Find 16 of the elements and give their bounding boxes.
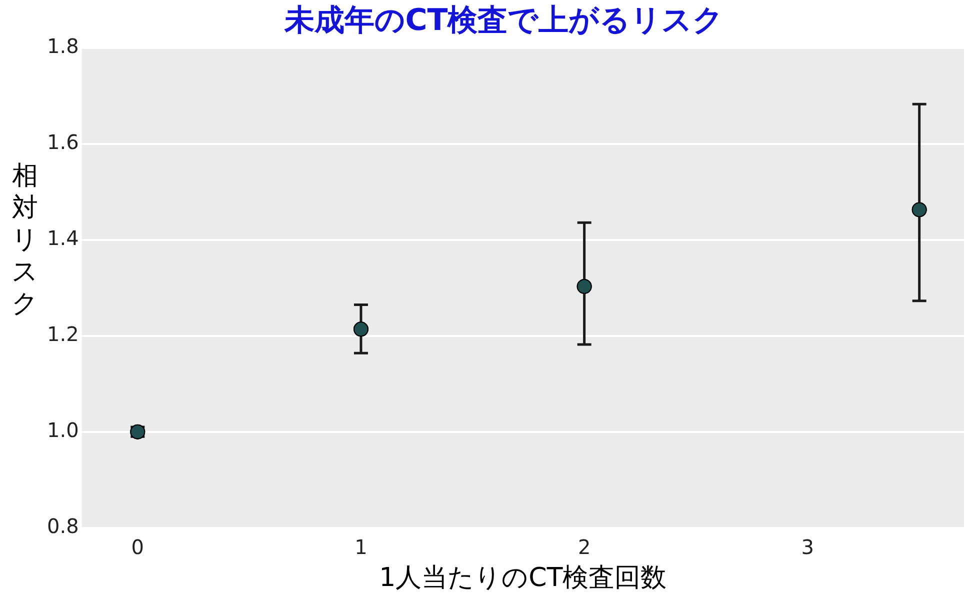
point <box>353 322 368 337</box>
y-tick-label: 1.8 <box>46 34 79 58</box>
x-tick-label: 0 <box>131 535 144 560</box>
point <box>912 202 927 218</box>
x-axis-title: 1人当たりのCT検査回数 <box>379 563 667 594</box>
y-tick-label: 1.4 <box>46 226 79 250</box>
chart-title: 未成年のCT検査で上がるリスク <box>283 2 724 38</box>
y-tick-label: 1.2 <box>46 322 79 346</box>
x-tick-label: 2 <box>578 535 591 560</box>
point <box>576 278 592 294</box>
y-tick-label: 1.0 <box>46 418 79 442</box>
x-tick-label: 1 <box>354 535 368 560</box>
x-tick-label: 3 <box>801 535 814 560</box>
y-axis-title: 相対リスク <box>10 160 40 320</box>
y-tick-label: 0.8 <box>46 514 79 538</box>
y-tick-label: 1.6 <box>46 130 79 154</box>
